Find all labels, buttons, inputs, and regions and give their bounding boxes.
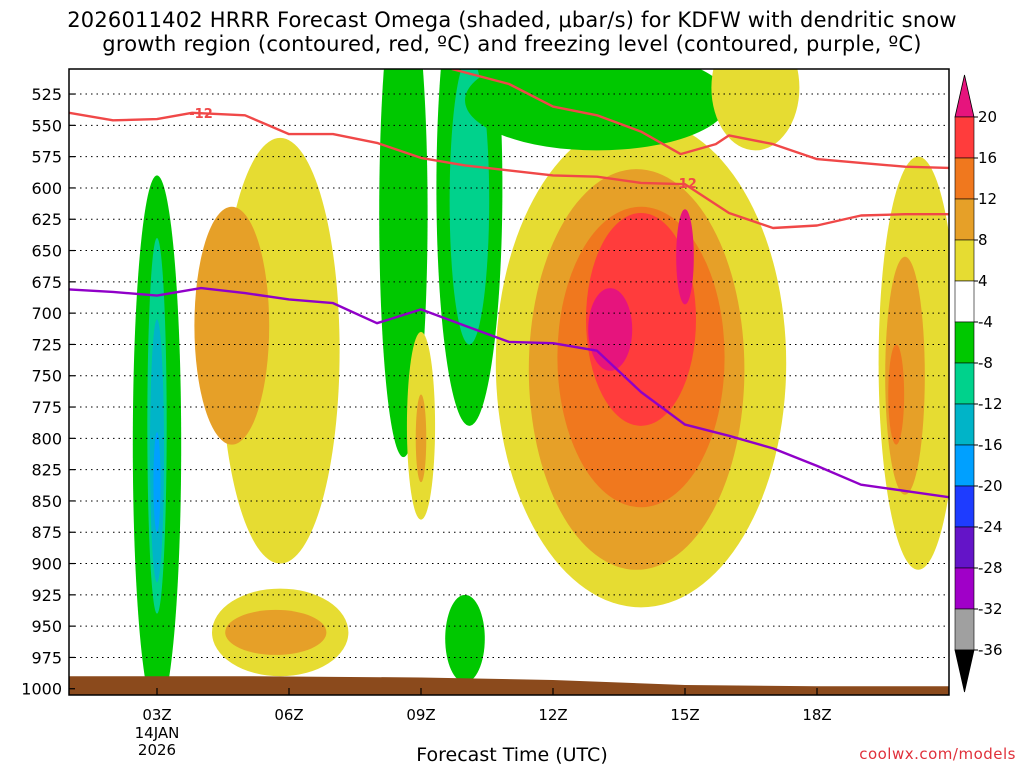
- y-tick-label-775: 775: [31, 398, 62, 417]
- y-tick-label-850: 850: [31, 492, 62, 511]
- omega-cell-6: [194, 206, 270, 445]
- contour-line-0: [69, 111, 949, 230]
- contour-label-0: -12: [189, 107, 213, 122]
- x-date-label-1: 2026: [138, 741, 176, 759]
- omega-cell-17: [586, 212, 696, 426]
- colorbar-bin-3: [954, 239, 975, 282]
- omega-cell-23: [465, 69, 729, 151]
- y-tick-label-575: 575: [31, 148, 62, 167]
- colorbar-bin-4: [954, 280, 975, 323]
- x-tick-label-18Z: 18Z: [802, 706, 831, 724]
- omega-cell-11: [445, 594, 485, 683]
- colorbar-bin-11: [954, 567, 975, 610]
- chart-title-line-2: growth region (contoured, red, ºC) and f…: [102, 32, 922, 56]
- y-tick-label-900: 900: [31, 555, 62, 574]
- colorbar-bin-7: [954, 403, 975, 446]
- colorbar-bin-5: [954, 321, 975, 364]
- colorbar-bin-10: [954, 526, 975, 569]
- y-tick-label-1000: 1000: [21, 680, 62, 699]
- colorbar-tick-label-5: -4: [978, 313, 993, 331]
- omega-cell-3: [153, 432, 161, 533]
- source-credit[interactable]: coolwx.com/models: [859, 745, 1016, 763]
- contour-layer: -12 -12: [69, 69, 949, 499]
- colorbar-bin-8: [954, 444, 975, 487]
- colorbar-tick-label-2: 12: [978, 190, 997, 208]
- y-tick-label-875: 875: [31, 523, 62, 542]
- colorbar-tick-label-4: 4: [978, 272, 988, 290]
- x-tick-label-15Z: 15Z: [670, 706, 699, 724]
- colorbar-tick-label-11: -28: [978, 559, 1003, 577]
- y-tick-label-650: 650: [31, 242, 62, 261]
- colorbar-tick-label-12: -32: [978, 600, 1003, 618]
- y-tick-label-725: 725: [31, 335, 62, 354]
- y-tick-label-675: 675: [31, 273, 62, 292]
- chart-title-line-1: 2026011402 HRRR Forecast Omega (shaded, …: [67, 8, 957, 32]
- colorbar-tick-label-0: 20: [978, 108, 997, 126]
- plot-frame: [68, 68, 950, 696]
- colorbar-tick-label-13: -36: [978, 641, 1003, 659]
- colorbar-tick-label-8: -16: [978, 436, 1003, 454]
- y-tick-label-975: 975: [31, 648, 62, 667]
- colorbar-tick-label-1: 16: [978, 149, 997, 167]
- colorbar-tick-label-7: -12: [978, 395, 1003, 413]
- x-tick-label-06Z: 06Z: [274, 706, 303, 724]
- colorbar-bin-2: [954, 198, 975, 241]
- colorbar-bin-6: [954, 362, 975, 405]
- omega-cell-22: [888, 344, 905, 445]
- y-tick-label-750: 750: [31, 367, 62, 386]
- y-tick-label-950: 950: [31, 617, 62, 636]
- colorbar-tick-label-9: -20: [978, 477, 1003, 495]
- contour-line-2: [69, 286, 949, 499]
- x-tick-label-03Z: 03Z: [142, 706, 171, 724]
- pressure-gridlines: [69, 93, 949, 690]
- colorbar-tick-label-6: -8: [978, 354, 993, 372]
- colorbar-top-arrow: [954, 74, 975, 118]
- x-tick-label-09Z: 09Z: [406, 706, 435, 724]
- y-tick-label-625: 625: [31, 210, 62, 229]
- colorbar-tick-label-3: 8: [978, 231, 988, 249]
- omega-shading-layer: [132, 69, 949, 695]
- y-tick-label-600: 600: [31, 179, 62, 198]
- colorbar-bin-0: [954, 116, 975, 159]
- omega-cell-24: [711, 69, 800, 151]
- y-tick-label-700: 700: [31, 304, 62, 323]
- contour-line-1: [451, 69, 949, 170]
- omega-cell-10: [449, 69, 490, 345]
- colorbar-bin-12: [954, 608, 975, 651]
- omega-colorbar: 20 16 12 8 4 -4 -8 -12 -16 -20 -24 -28 -32 -36: [954, 74, 1003, 693]
- omega-cell-18: [588, 288, 633, 371]
- contour-label-1: -12: [673, 177, 697, 192]
- pressure-axis: 525 550 575 600 625 650 675 700 725 750 775 800 825 8…: [21, 85, 75, 699]
- colorbar-bottom-arrow: [954, 649, 975, 693]
- y-tick-label-550: 550: [31, 116, 62, 135]
- x-date-label-0: 14JAN: [135, 724, 180, 742]
- omega-cell-19: [676, 209, 694, 305]
- colorbar-bin-9: [954, 485, 975, 528]
- omega-cell-7: [225, 609, 327, 655]
- colorbar-tick-label-10: -24: [978, 518, 1003, 536]
- x-axis-label: Forecast Time (UTC): [416, 744, 608, 766]
- y-tick-label-925: 925: [31, 586, 62, 605]
- y-tick-label-525: 525: [31, 85, 62, 104]
- colorbar-bin-1: [954, 157, 975, 200]
- y-tick-label-825: 825: [31, 461, 62, 480]
- y-tick-label-800: 800: [31, 429, 62, 448]
- x-tick-label-12Z: 12Z: [538, 706, 567, 724]
